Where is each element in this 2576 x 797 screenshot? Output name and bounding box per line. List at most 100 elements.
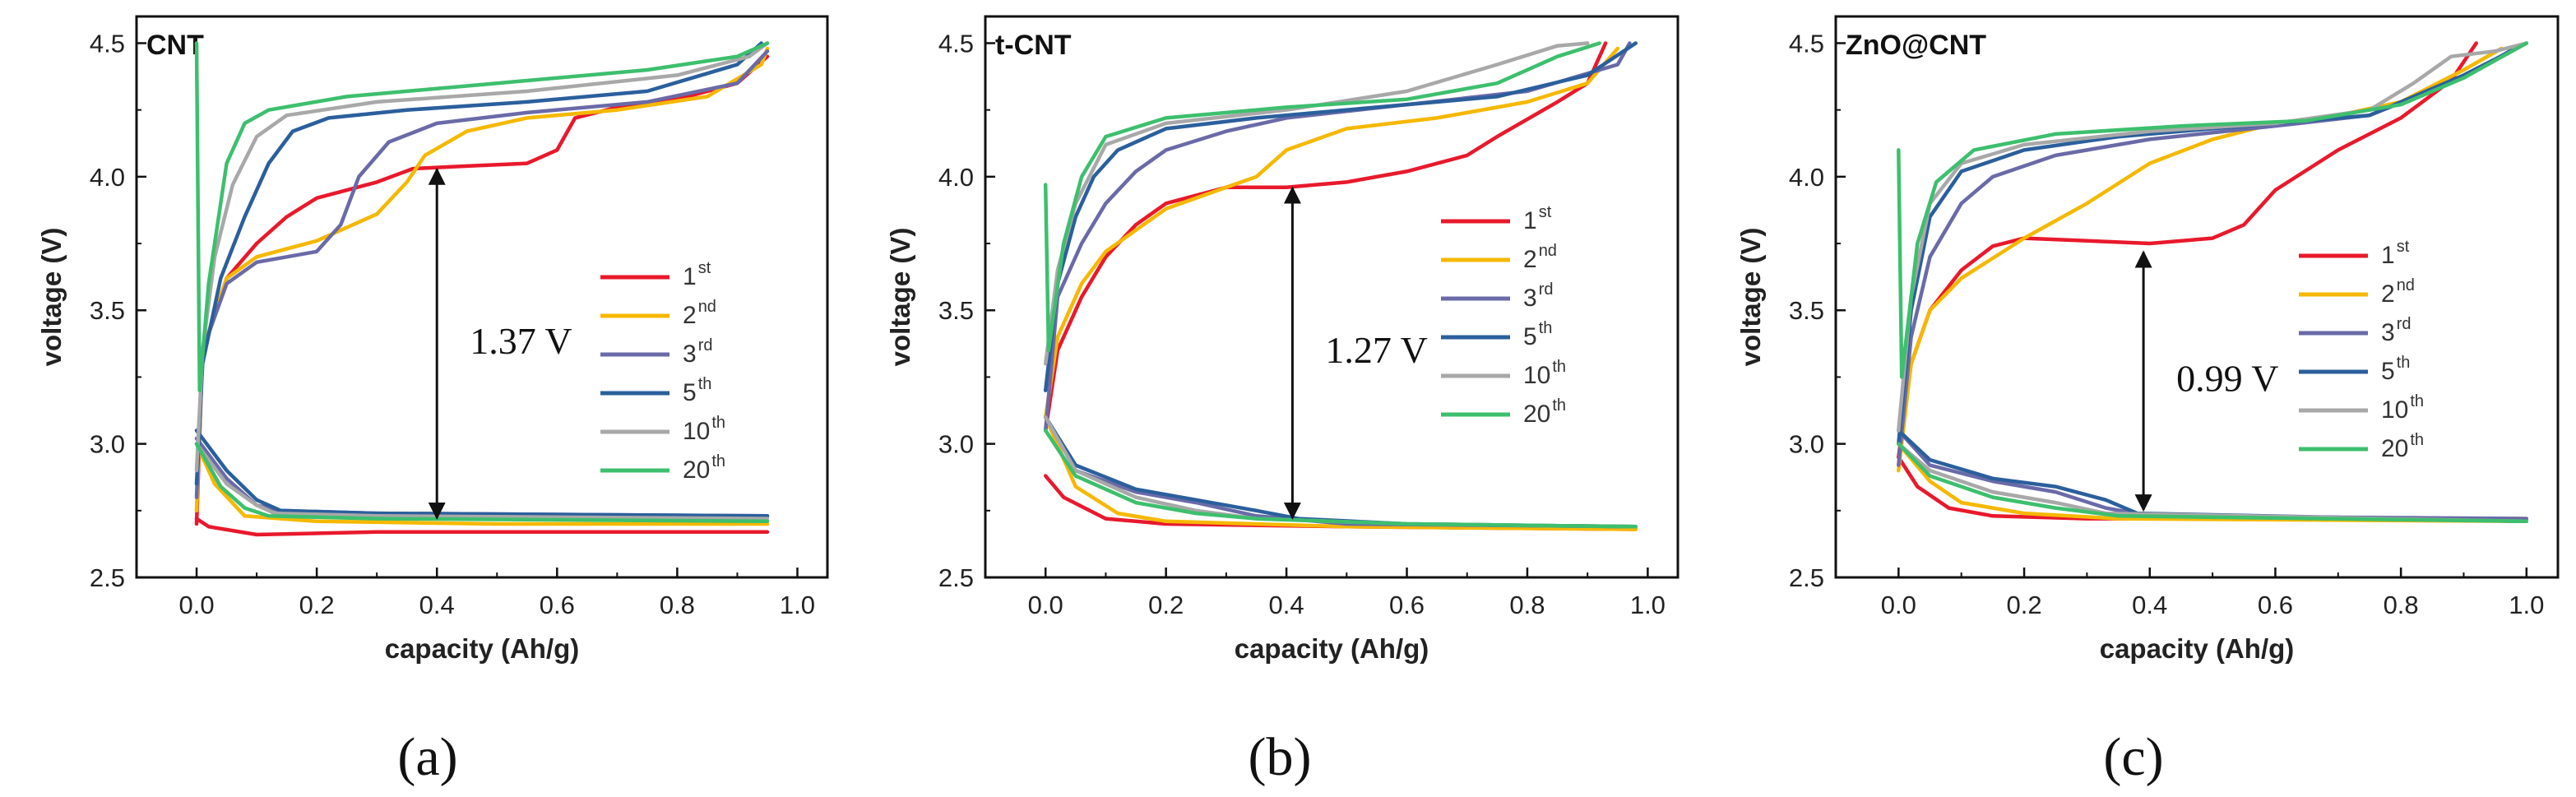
series-line-5th-charge [1043,41,1638,392]
legend-superscript: th [1552,358,1566,376]
y-tick-label: 4.0 [938,163,974,192]
chart-panel-1: 0.0 0.2 0.4 0.6 0.8 1.0 2.5 3.0 3.5 4.0 4.5 capacit… [885,15,1679,787]
y-tick-label: 3.0 [90,430,125,459]
series-line-20th-discharge [1043,429,1638,529]
series-line-10th-charge [1043,41,1590,366]
series-line-3rd-discharge [194,436,770,518]
legend-label: 1 [2381,242,2395,269]
legend-superscript: th [2410,431,2424,449]
legend-label: 1 [683,263,697,290]
x-axis-label: capacity (Ah/g) [1235,633,1429,664]
legend-superscript: st [1539,203,1552,221]
series-line-10th-discharge [1897,442,2529,524]
series-line-20th-charge [1043,41,1602,353]
series-line-1st-charge [1897,41,2478,460]
y-axis-label: voltage (V) [36,228,67,367]
x-tick-label: 0.0 [1028,591,1063,619]
legend-superscript: rd [1539,280,1554,299]
series-line-20th-discharge [1897,442,2529,524]
y-tick-label: 4.0 [90,163,125,192]
legend-label: 2 [1523,246,1537,273]
legend-superscript: th [711,452,725,470]
series-line-10th-charge [194,41,770,473]
series-line-3rd-discharge [1043,415,1638,529]
panel-title: CNT [146,30,204,61]
y-tick-label: 3.5 [1789,296,1824,325]
plot-frame [1834,15,2560,579]
plot-frame [984,15,1679,579]
series-line-5th-charge [1897,41,2529,446]
y-tick-label: 4.5 [1789,29,1824,58]
x-tick-label: 0.4 [419,591,455,619]
series-line-10th-discharge [1043,415,1638,529]
legend-label: 3 [1523,285,1537,312]
y-tick-label: 3.0 [938,430,974,459]
series-line-2nd-charge [1043,46,1620,419]
x-tick-label: 0.8 [660,591,695,619]
legend-label: 10 [1523,362,1550,389]
legend-label: 5 [2381,358,2395,385]
x-tick-label: 0.0 [1881,591,1916,619]
x-tick-label: 0.6 [1389,591,1425,619]
legend-superscript: th [2410,392,2424,410]
legend-label: 1 [1523,207,1537,234]
voltage-gap-label: 1.27 V [1325,329,1427,371]
y-tick-label: 4.0 [1789,163,1824,192]
x-tick-label: 0.2 [299,591,335,619]
series-line-3rd-discharge [1897,429,2529,521]
y-tick-label: 3.5 [90,296,125,325]
legend-label: 2 [683,302,697,329]
x-tick-label: 0.8 [1509,591,1545,619]
y-axis-label: voltage (V) [885,228,915,367]
legend-label: 20 [1523,401,1550,428]
series-line-2nd-discharge [1897,442,2529,524]
x-tick-label: 0.2 [1148,591,1184,619]
panel-title: t-CNT [995,30,1072,61]
series-line-5th-discharge [194,429,770,518]
x-axis-label: capacity (Ah/g) [385,633,580,664]
x-tick-label: 1.0 [2509,591,2544,619]
panel-letter: (a) [397,727,457,787]
voltage-gap-label: 1.37 V [470,320,572,362]
series-line-2nd-charge [194,46,770,513]
x-tick-label: 0.0 [178,591,214,619]
x-tick-label: 0.2 [2006,591,2041,619]
y-tick-label: 2.5 [1789,563,1824,592]
legend-label: 10 [683,418,710,445]
y-tick-label: 2.5 [938,563,974,592]
y-tick-label: 4.5 [90,29,125,58]
x-tick-label: 0.6 [540,591,575,619]
legend-label: 10 [2381,396,2408,424]
x-tick-label: 0.4 [2132,591,2167,619]
legend-superscript: st [698,259,711,277]
chart-panel-2: 0.0 0.2 0.4 0.6 0.8 1.0 2.5 3.0 3.5 4.0 4.5 capacit… [1735,15,2560,787]
legend-superscript: rd [698,336,713,354]
series-line-2nd-discharge [194,442,770,526]
series-line-3rd-charge [194,49,770,499]
series-line-5th-discharge [1043,415,1638,529]
legend-label: 20 [2381,435,2408,462]
x-tick-label: 1.0 [780,591,815,619]
series-line-1st-discharge [194,517,770,537]
legend-label: 5 [1523,323,1537,350]
series-line-2nd-discharge [1043,415,1638,531]
legend-label: 20 [683,456,710,484]
series-line-20th-charge [1897,41,2529,379]
legend-superscript: th [698,375,712,393]
legend-superscript: nd [2397,276,2415,294]
series-line-5th-charge [194,41,763,486]
legend-label: 2 [2381,280,2395,308]
legend-superscript: rd [2397,315,2412,333]
legend-superscript: nd [1539,242,1557,260]
legend-superscript: st [2397,238,2410,256]
x-axis-label: capacity (Ah/g) [2100,633,2295,664]
x-tick-label: 1.0 [1630,591,1666,619]
x-tick-label: 0.6 [2258,591,2293,619]
legend-superscript: th [1539,319,1553,337]
panel-letter: (b) [1249,727,1312,787]
y-tick-label: 3.5 [938,296,974,325]
plot-frame [135,15,829,579]
legend-superscript: nd [698,298,716,316]
x-tick-label: 0.8 [2384,591,2419,619]
